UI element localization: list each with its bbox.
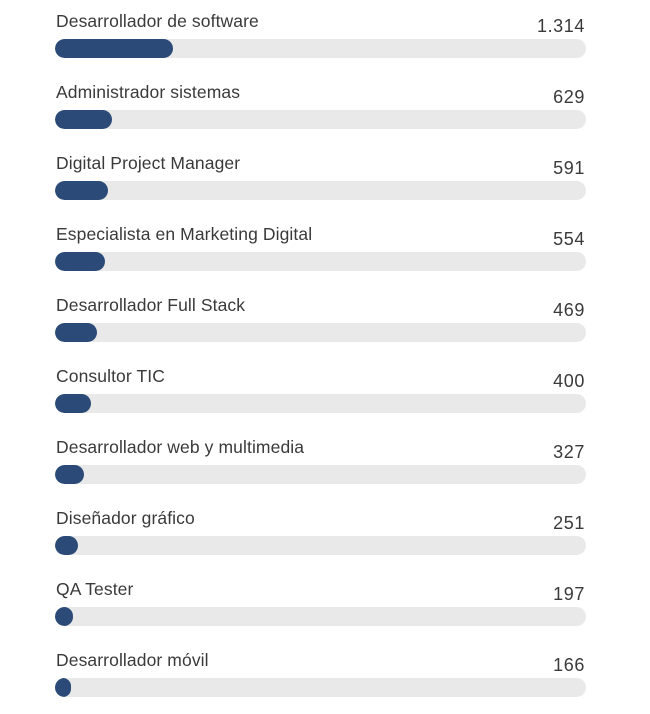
bar-label: Desarrollador Full Stack — [56, 295, 246, 315]
bar-value-label: 629 — [553, 87, 585, 107]
bar-label: Desarrollador de software — [56, 11, 259, 31]
bar-row: Desarrollador Full Stack 469 — [0, 288, 650, 359]
bar-value-label: 591 — [553, 158, 585, 178]
bar-track — [55, 607, 586, 626]
bar-value-label: 251 — [553, 513, 585, 533]
bar-label: QA Tester — [56, 579, 134, 599]
bar-track — [55, 252, 586, 271]
bar-value-label: 1.314 — [536, 16, 585, 36]
bar-track — [55, 536, 586, 555]
bar-track — [55, 678, 586, 697]
bar — [55, 536, 78, 555]
bar-label: Especialista en Marketing Digital — [56, 224, 313, 244]
bar-label: Desarrollador web y multimedia — [56, 437, 305, 457]
bar-label: Consultor TIC — [56, 366, 165, 386]
bar-row: Desarrollador web y multimedia 327 — [0, 430, 650, 501]
bar-row: Consultor TIC 400 — [0, 359, 650, 430]
bar — [55, 181, 109, 200]
bar — [55, 323, 98, 342]
bar-value-label: 469 — [553, 300, 585, 320]
bar-value-label: 400 — [553, 371, 585, 391]
bar-track — [55, 39, 586, 58]
bar-row: Diseñador gráfico 251 — [0, 501, 650, 572]
bar-track — [55, 110, 586, 129]
bar-label: Digital Project Manager — [56, 153, 241, 173]
bar — [55, 252, 105, 271]
bar-label: Diseñador gráfico — [56, 508, 195, 528]
bar-value-label: 197 — [553, 584, 585, 604]
bar — [55, 465, 85, 484]
bar-value-label: 327 — [553, 442, 585, 462]
bar-value-label: 554 — [553, 229, 585, 249]
bar-track — [55, 394, 586, 413]
bar-row: Especialista en Marketing Digital 554 — [0, 217, 650, 288]
bar-row: Digital Project Manager 591 — [0, 146, 650, 217]
bar-label: Administrador sistemas — [56, 82, 241, 102]
bar-row: Desarrollador de software 1.314 — [0, 4, 650, 75]
bar — [55, 678, 71, 697]
bar — [55, 39, 174, 58]
bar — [55, 394, 91, 413]
bar — [55, 110, 112, 129]
bar-value-label: 166 — [553, 655, 585, 675]
bar-track — [55, 181, 586, 200]
bar — [55, 607, 73, 626]
bar-row: Desarrollador móvil 166 — [0, 643, 650, 714]
bar-track — [55, 323, 586, 342]
bar-label: Desarrollador móvil — [56, 650, 209, 670]
bar-track — [55, 465, 586, 484]
bar-row: Administrador sistemas 629 — [0, 75, 650, 146]
bar-row: QA Tester 197 — [0, 572, 650, 643]
